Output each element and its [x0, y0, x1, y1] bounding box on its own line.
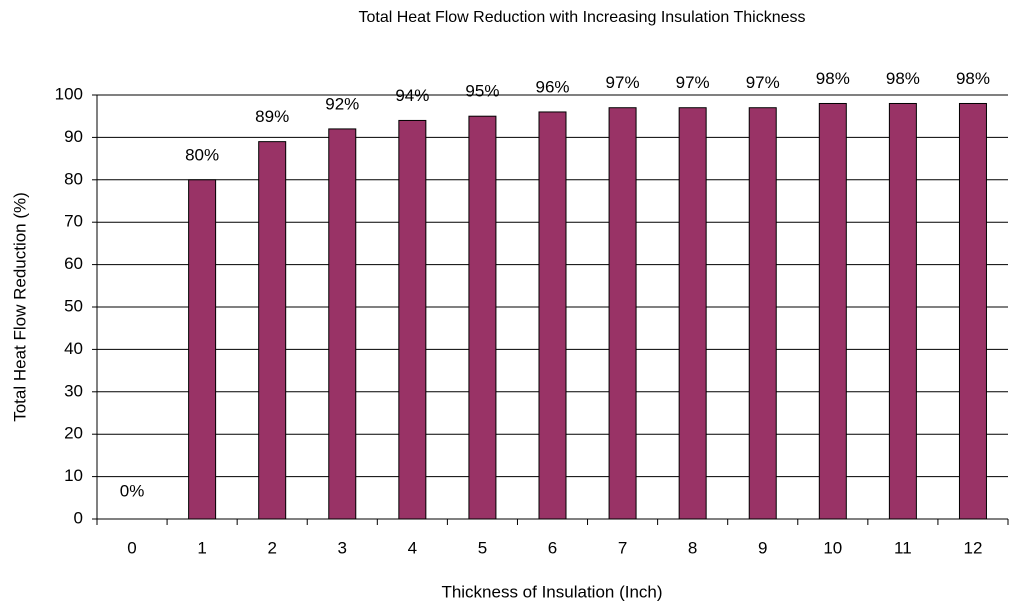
- bar: [608, 107, 637, 520]
- x-tick-label: 9: [758, 538, 767, 557]
- y-tick-label: 0: [74, 508, 83, 527]
- data-label: 98%: [886, 69, 920, 88]
- data-label: 92%: [325, 94, 359, 113]
- data-label: 97%: [606, 73, 640, 92]
- y-tick-label: 50: [64, 296, 83, 315]
- bar: [748, 107, 777, 520]
- bar: [468, 115, 497, 520]
- x-tick-label: 2: [267, 538, 276, 557]
- bar: [888, 102, 917, 520]
- bar: [328, 128, 357, 520]
- x-tick-label: 7: [618, 538, 627, 557]
- y-tick-label: 60: [64, 254, 83, 273]
- bar: [538, 111, 567, 520]
- y-tick-label: 30: [64, 381, 83, 400]
- data-label: 97%: [676, 73, 710, 92]
- x-axis-label: Thickness of Insulation (Inch): [441, 582, 662, 601]
- x-tick-label: 4: [408, 538, 417, 557]
- y-tick-label: 20: [64, 424, 83, 443]
- x-tick-label: 0: [127, 538, 136, 557]
- data-label: 80%: [185, 145, 219, 164]
- bar: [398, 119, 427, 520]
- y-tick-label: 10: [64, 466, 83, 485]
- x-tick-label: 3: [338, 538, 347, 557]
- chart-title: Total Heat Flow Reduction with Increasin…: [358, 9, 805, 26]
- x-tick-label: 5: [478, 538, 487, 557]
- x-tick-label: 1: [197, 538, 206, 557]
- x-tick-label: 11: [894, 538, 912, 557]
- y-tick-label: 90: [64, 127, 83, 146]
- bar: [678, 107, 707, 520]
- bar: [818, 102, 847, 520]
- data-label: 98%: [956, 69, 990, 88]
- y-axis-label: Total Heat Flow Reduction (%): [10, 192, 29, 422]
- y-tick-label: 100: [55, 84, 83, 103]
- x-tick-label: 10: [823, 538, 842, 557]
- data-label: 95%: [465, 82, 499, 101]
- data-label: 96%: [535, 77, 569, 96]
- bar: [258, 141, 287, 520]
- y-tick-label: 70: [64, 212, 83, 231]
- bar: [958, 102, 987, 520]
- data-label: 89%: [255, 107, 289, 126]
- data-label: 0%: [120, 481, 145, 500]
- x-tick-label: 8: [688, 538, 697, 557]
- bar: [188, 179, 217, 520]
- data-label: 98%: [816, 69, 850, 88]
- data-label: 97%: [746, 73, 780, 92]
- y-tick-label: 40: [64, 339, 83, 358]
- y-tick-label: 80: [64, 169, 83, 188]
- data-label: 94%: [395, 86, 429, 105]
- x-tick-label: 6: [548, 538, 557, 557]
- x-tick-label: 12: [964, 538, 983, 557]
